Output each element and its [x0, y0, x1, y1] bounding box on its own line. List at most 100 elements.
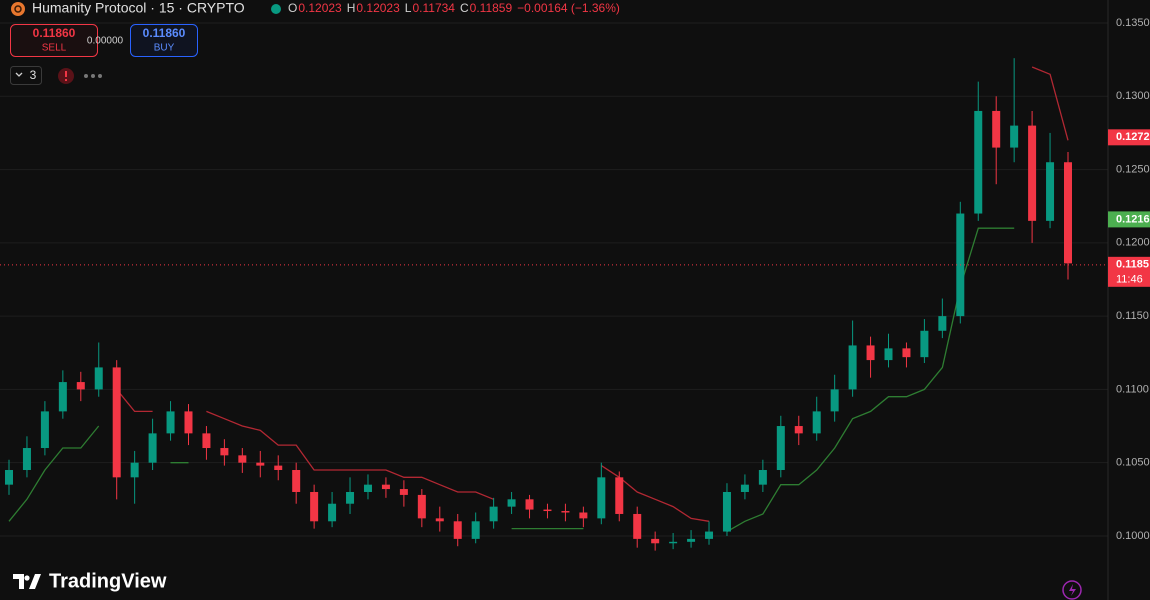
- candle-body: [866, 345, 875, 361]
- price-label: 0.1185: [1116, 259, 1149, 271]
- candle-body: [489, 506, 498, 522]
- candle-body: [543, 509, 552, 512]
- ohlc-key: C: [460, 1, 469, 15]
- symbol-icon-mark: [14, 5, 22, 13]
- symbol-title: Humanity Protocol · 15 · CRYPTO: [32, 0, 245, 16]
- candle-body: [633, 513, 642, 539]
- ohlc-key: H: [347, 1, 356, 15]
- candle-body: [938, 316, 947, 331]
- candle-body: [40, 411, 49, 449]
- candle-body: [1028, 125, 1037, 221]
- candle-body: [902, 348, 911, 358]
- candle-body: [758, 470, 767, 485]
- symbol-icon: [11, 2, 25, 16]
- candle-body: [974, 110, 983, 214]
- ohlc-value: 0.11734: [412, 1, 455, 15]
- error-dot: [65, 79, 67, 81]
- y-tick-label: 0.1200: [1116, 237, 1150, 249]
- candle-body: [58, 382, 67, 412]
- candle-body: [1010, 125, 1019, 148]
- candle-body: [579, 512, 588, 519]
- logo-text: TradingView: [49, 570, 167, 592]
- candle-body: [417, 494, 426, 519]
- candle-body: [525, 499, 534, 510]
- y-tick-label: 0.1100: [1116, 383, 1149, 395]
- candle-body: [669, 541, 678, 544]
- candle-body: [740, 484, 749, 492]
- candle-body: [615, 477, 624, 514]
- logo-mark-dot: [24, 575, 30, 581]
- lightning-button[interactable]: [1062, 580, 1082, 600]
- candle-body: [1046, 162, 1055, 221]
- candle-body: [76, 382, 85, 390]
- candle-body: [310, 491, 319, 522]
- price-label-box: [1108, 211, 1150, 228]
- price-label-box: [1108, 256, 1150, 287]
- candle-body: [5, 470, 13, 485]
- ohlc-key: O: [288, 1, 297, 15]
- buy-label: BUY: [154, 43, 175, 54]
- candle-body: [794, 426, 803, 434]
- y-tick-label: 0.1300: [1116, 90, 1150, 102]
- buy-button[interactable]: [130, 24, 198, 57]
- candle-body: [884, 348, 893, 361]
- candle-body: [651, 538, 660, 544]
- candle-body: [399, 489, 408, 495]
- y-tick-label: 0.1000: [1116, 530, 1150, 542]
- candle-body: [687, 538, 696, 542]
- candle-body: [848, 345, 857, 390]
- ohlc: O 0.12023 H 0.12023 L 0.11734 C 0.11859: [288, 1, 512, 15]
- candle-body: [220, 448, 229, 456]
- sell-label: SELL: [42, 43, 67, 54]
- candle-body: [830, 389, 839, 412]
- candle-body: [1064, 162, 1072, 264]
- y-tick-label: 0.1150: [1116, 310, 1149, 322]
- candle-body: [346, 491, 355, 504]
- candle-body: [130, 462, 139, 478]
- candle-body: [328, 503, 337, 522]
- candle-body: [722, 491, 731, 532]
- candle-body: [166, 411, 175, 434]
- logo-mark: [13, 574, 41, 589]
- countdown: 11:46: [1116, 274, 1143, 286]
- candle-body: [148, 433, 157, 463]
- candle-body: [363, 484, 372, 492]
- sell-price: 0.11860: [33, 26, 76, 40]
- supertrend-down: [116, 66, 1069, 522]
- market-status: [271, 4, 281, 14]
- candle-body: [202, 433, 211, 449]
- candle-body: [812, 411, 821, 434]
- price-label: 0.1216: [1116, 213, 1150, 225]
- candle-body: [292, 470, 301, 492]
- buy-price: 0.11860: [143, 26, 186, 40]
- ohlc-value: 0.12023: [356, 1, 400, 15]
- ohlc-value: 0.11859: [470, 1, 513, 15]
- candle-body: [112, 367, 121, 478]
- plot: [0, 22, 1108, 551]
- error-mark: [65, 71, 67, 77]
- y-tick-label: 0.1250: [1116, 163, 1150, 175]
- candle-body: [471, 521, 480, 539]
- ohlc-key: L: [405, 1, 412, 15]
- candle-body: [561, 511, 570, 513]
- indicator-toggle[interactable]: [10, 66, 42, 85]
- supertrend-up: [8, 227, 1015, 533]
- lightning-icon: [1069, 584, 1076, 596]
- candle-body: [256, 462, 265, 466]
- change: −0.00164 (−1.36%): [517, 1, 620, 15]
- candle-body: [238, 455, 247, 463]
- price-label: 0.1272: [1116, 131, 1150, 143]
- ohlc-value: 0.12023: [298, 1, 342, 15]
- candle-body: [507, 499, 516, 507]
- candle-body: [435, 518, 444, 522]
- candle-body: [184, 411, 193, 434]
- chevron: [15, 72, 23, 77]
- y-tick-label: 0.1050: [1116, 457, 1150, 469]
- candle-body: [381, 484, 390, 490]
- candle-body: [453, 521, 462, 539]
- sell-button[interactable]: [10, 24, 98, 57]
- price-label-box: [1108, 129, 1150, 146]
- more-dot[interactable]: [84, 74, 88, 78]
